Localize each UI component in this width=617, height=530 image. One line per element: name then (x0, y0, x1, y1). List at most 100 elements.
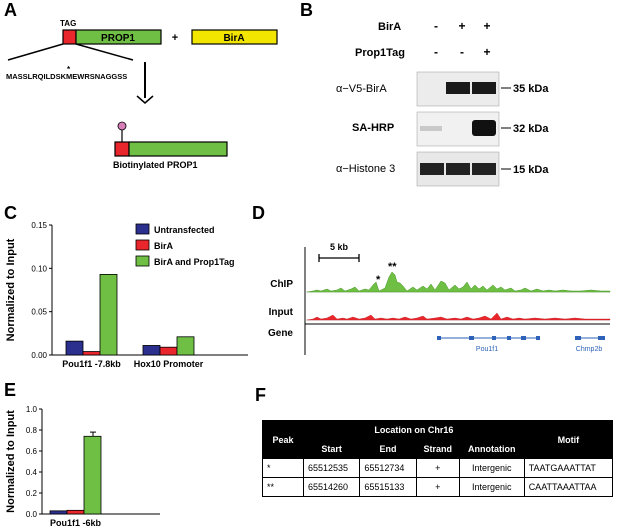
panel-letter-a: A (4, 0, 17, 20)
biotin-site-star: * (67, 65, 71, 74)
cell-motif: CAATTAAATTAA (523, 477, 614, 497)
cell-end: 65512734 (359, 458, 417, 478)
gene-label-chmp2b: Chmp2b (576, 346, 603, 353)
sign-bira-3: + (483, 19, 490, 33)
plus-sign: + (172, 32, 178, 44)
band-v5-lane3 (472, 82, 496, 94)
marker-label-32: 32 kDa (513, 123, 549, 135)
track-label-gene: Gene (268, 328, 293, 339)
scale-bar-label: 5 kb (330, 242, 349, 252)
track-label-chip: ChIP (270, 279, 293, 290)
band-h3-lane1 (420, 163, 444, 175)
sign-bira-2: + (458, 19, 465, 33)
peak-star-1: * (376, 274, 381, 286)
cell-end: 65515133 (359, 477, 417, 497)
th-location: Location on Chr16 (303, 420, 525, 440)
table-row: * 65512535 65512734 + Intergenic TAATGAA… (262, 458, 614, 478)
legend-swatch-3 (135, 255, 150, 267)
product-prop1-box (128, 141, 228, 157)
bar-3-2 (176, 336, 195, 356)
bira-row-label: BirA (378, 21, 401, 33)
prop1-box (75, 29, 162, 45)
cell-annotation: Intergenic (458, 477, 525, 497)
tag-label: TAG (60, 19, 76, 28)
panel-letter-b: B (300, 0, 313, 20)
sign-prop1tag-3: + (483, 45, 490, 59)
bar-3-1 (83, 435, 102, 515)
table-row: ** 65514260 65515133 + Intergenic CAATTA… (262, 477, 614, 497)
panel-b-western: BirA Prop1Tag - + + - - + α−V5-BirA 35 k… (336, 19, 549, 187)
tag-box (62, 29, 77, 45)
th-annotation: Annotation (458, 439, 525, 459)
arrow-head (136, 95, 154, 104)
bira-box (191, 29, 278, 45)
product-label: Biotinylated PROP1 (113, 160, 198, 170)
zoom-line-right (75, 43, 134, 61)
y-tick-label: 0.10 (31, 264, 47, 273)
biotin-icon (117, 121, 127, 131)
cell-strand: + (415, 477, 460, 497)
sign-bira-1: - (434, 19, 438, 33)
th-end: End (359, 439, 417, 459)
cell-annotation: Intergenic (458, 458, 525, 478)
legend-label-3: BirA and Prop1Tag (154, 257, 235, 267)
prop1-label: PROP1 (101, 33, 135, 44)
y-tick-label: 1.0 (26, 405, 38, 414)
band-v5-lane2 (446, 82, 470, 94)
band-h3-lane2 (446, 163, 470, 175)
sign-prop1tag-1: - (434, 45, 438, 59)
gene-label-pou1f1: Pou1f1 (476, 346, 498, 353)
y-tick-label: 0.00 (31, 351, 47, 360)
band-sa-lane3 (472, 120, 496, 136)
y-axis-label: Normalized to Input (5, 410, 17, 513)
y-tick-label: 0.0 (26, 510, 38, 519)
tag-sequence: MASSLRQILDSKMEWRSNAGGSS (6, 72, 127, 81)
bira-label: BirA (223, 33, 244, 44)
y-tick-label: 0.4 (26, 468, 38, 477)
cell-motif: TAATGAAATTAT (523, 458, 614, 478)
y-tick-label: 0.8 (26, 426, 38, 435)
peak-table: Peak Location on Chr16 Motif Start End S… (262, 420, 614, 497)
x-tick-label: Pou1f1 -7.8kb (62, 359, 121, 369)
blot-label-sa-hrp: SA-HRP (352, 122, 394, 134)
bar-2-2 (159, 346, 178, 356)
band-h3-lane3 (472, 163, 496, 175)
y-tick-label: 0.15 (31, 221, 47, 230)
blot-label-histone: α−Histone 3 (336, 163, 395, 175)
th-start: Start (302, 439, 361, 459)
panel-a-diagram: TAG PROP1 + BirA * MASSLRQILDSKMEWRSNAGG… (6, 19, 278, 170)
bar-3-1 (99, 274, 118, 356)
panel-letter-d: D (252, 203, 265, 223)
zoom-line-left (7, 43, 64, 61)
panel-e-chart: 0.0 0.2 0.4 0.6 0.8 1.0 Normalized to Input Pou… (5, 405, 160, 528)
blot-label-v5-bira: α−V5-BirA (336, 83, 387, 95)
cell-peak: ** (262, 477, 304, 497)
panel-d-browser: 5 kb * ** ChIP Input Gene Pou1f1 Chmp2b (268, 242, 611, 355)
legend-swatch-2 (135, 239, 150, 251)
cell-peak: * (262, 458, 304, 478)
panel-letter-e: E (4, 380, 17, 400)
bar-2-1 (82, 351, 101, 356)
panel-letter-f: F (255, 385, 266, 405)
input-signal-track (306, 312, 611, 321)
th-strand: Strand (415, 439, 460, 459)
legend-label-2: BirA (154, 241, 174, 251)
cell-start: 65514260 (302, 477, 361, 497)
peak-star-2: ** (388, 261, 397, 273)
x-tick-label: Pou1f1 -6kb (50, 518, 102, 528)
prop1tag-row-label: Prop1Tag (355, 47, 405, 59)
product-tag-box (114, 141, 130, 157)
marker-label-15: 15 kDa (513, 164, 549, 176)
bar-2-1 (66, 509, 85, 515)
th-peak: Peak (262, 420, 304, 459)
bar-1-1 (65, 340, 84, 356)
cell-start: 65512535 (302, 458, 361, 478)
y-tick-label: 0.05 (31, 308, 47, 317)
marker-label-35: 35 kDa (513, 83, 549, 95)
cell-strand: + (415, 458, 460, 478)
x-tick-label: Hox10 Promoter (134, 359, 204, 369)
band-sa-lane1 (420, 126, 442, 131)
panel-c-chart: 0.00 0.05 0.10 0.15 Normalized to Input Pou1f… (5, 221, 248, 369)
legend-label-1: Untransfected (154, 225, 215, 235)
th-motif: Motif (523, 420, 614, 459)
